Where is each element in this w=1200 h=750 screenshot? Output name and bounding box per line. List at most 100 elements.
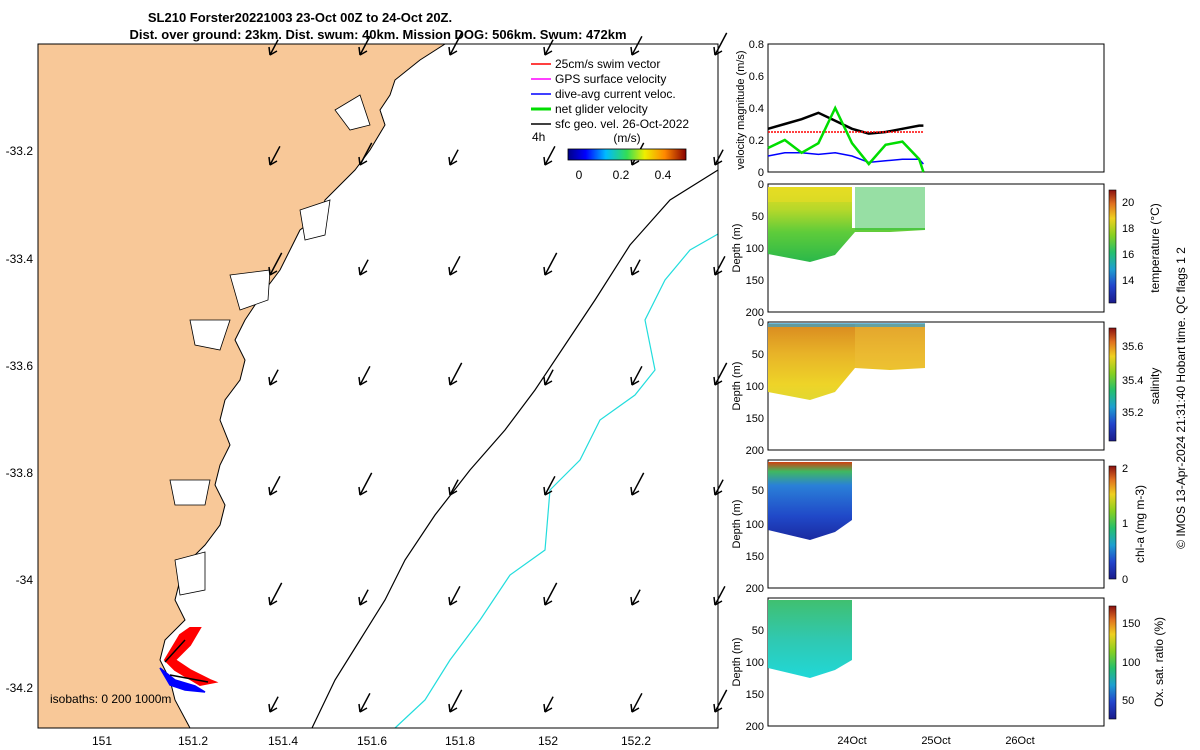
oxygen-label: Ox. sat. ratio (%) bbox=[1152, 617, 1166, 707]
temperature-cool-block bbox=[855, 187, 925, 230]
geo-vector-arrow bbox=[631, 589, 641, 606]
geo-vector-arrow bbox=[359, 142, 373, 166]
isobath-1000m bbox=[394, 233, 719, 729]
geo-vector-arrowhead bbox=[543, 596, 553, 606]
temp-cbar-3: 20 bbox=[1122, 197, 1134, 209]
chl-dtick-4: 200 bbox=[746, 583, 764, 595]
geo-vector-arrow bbox=[269, 696, 279, 713]
velocity-lines bbox=[767, 105, 925, 173]
chla-label: chl-a (mg m-3) bbox=[1133, 485, 1147, 563]
chl-cbar-2: 2 bbox=[1122, 463, 1128, 475]
chl-dtick-3: 150 bbox=[746, 551, 764, 563]
chla-panel: 50 100 150 200 Depth (m) 0 1 2 chl-a (mg… bbox=[731, 459, 1147, 595]
geo-vector-arrowhead bbox=[268, 266, 278, 276]
geo-vector-arrowhead bbox=[543, 156, 553, 166]
chl-dtick-1: 50 bbox=[752, 485, 764, 497]
ox-dtick-3: 150 bbox=[746, 689, 764, 701]
geo-vector-arrowhead bbox=[268, 46, 278, 56]
legend-item-net-velocity: net glider velocity bbox=[531, 102, 648, 116]
chla-section bbox=[768, 462, 852, 540]
sal-dtick-2: 100 bbox=[746, 381, 764, 393]
geo-vector-arrowhead bbox=[448, 486, 458, 496]
geo-vector-arrowhead bbox=[268, 486, 278, 496]
velocity-series-0 bbox=[767, 111, 924, 135]
geo-vector-arrow bbox=[631, 692, 643, 713]
geo-vector-arrow bbox=[714, 362, 728, 386]
geo-vector-arrowhead bbox=[268, 376, 278, 386]
ox-depth-label: Depth (m) bbox=[731, 638, 743, 687]
temp-cbar-2: 18 bbox=[1122, 223, 1134, 235]
footer-credit: © IMOS 13-Apr-2024 21:31:40 Hobart time.… bbox=[1174, 247, 1188, 549]
temp-cbar-1: 16 bbox=[1122, 249, 1134, 261]
geo-vector-arrowhead bbox=[543, 376, 553, 386]
velocity-ylabel: velocity magnitude (m/s) bbox=[735, 50, 747, 169]
geo-vector-arrowhead bbox=[358, 596, 368, 606]
sal-cbar-1: 35.4 bbox=[1122, 375, 1143, 387]
geo-vector-arrowhead bbox=[630, 46, 640, 56]
legend-item-swim-vector: 25cm/s swim vector bbox=[531, 57, 660, 71]
geo-vector-arrowhead bbox=[358, 46, 368, 56]
temp-depth-label: Depth (m) bbox=[731, 224, 743, 273]
salinity-panel: 0 50 100 150 200 Depth (m) 35.2 35.4 35.… bbox=[731, 317, 1162, 457]
estuary-5 bbox=[174, 551, 206, 596]
geo-vector-arrow bbox=[359, 365, 371, 386]
temperature-section bbox=[768, 187, 925, 262]
title-line-1: SL210 Forster20221003 23-Oct 00Z to 24-O… bbox=[148, 10, 452, 25]
geo-vector-arrow bbox=[714, 689, 728, 713]
estuary-4 bbox=[189, 319, 231, 351]
ox-dtick-1: 50 bbox=[752, 625, 764, 637]
chl-cbar-1: 1 bbox=[1122, 518, 1128, 530]
speed-tick-1: 0.2 bbox=[613, 168, 630, 182]
geo-vector-arrowhead bbox=[448, 596, 458, 606]
ox-cbar-0: 50 bbox=[1122, 695, 1134, 707]
geo-vector-arrowhead bbox=[268, 156, 278, 166]
legend-item-gps-velocity: GPS surface velocity bbox=[531, 72, 666, 86]
geo-vector-arrow bbox=[631, 365, 643, 386]
temperature-colorbar bbox=[1108, 189, 1117, 304]
ox-cbar-1: 100 bbox=[1122, 657, 1140, 669]
speed-tick-2: 0.4 bbox=[655, 168, 672, 182]
temp-dtick-4: 200 bbox=[746, 307, 764, 319]
geo-vector-arrow bbox=[269, 252, 283, 276]
salinity-surface-fresh bbox=[768, 323, 925, 327]
velocity-series-3 bbox=[767, 105, 925, 173]
geo-vector-arrowhead bbox=[448, 376, 458, 386]
time-tick-0: 24Oct bbox=[837, 735, 866, 747]
estuary-2 bbox=[299, 199, 331, 241]
geo-vector-arrow bbox=[269, 145, 281, 166]
oxygen-panel: 50 100 150 200 Depth (m) 50 100 150 Ox. … bbox=[731, 597, 1166, 747]
vel-ytick-3: 0.6 bbox=[749, 71, 764, 83]
geo-vector-arrow bbox=[631, 259, 641, 276]
geo-vector-arrow bbox=[269, 475, 281, 496]
geo-vector-arrow bbox=[359, 589, 369, 606]
chl-depth-label: Depth (m) bbox=[731, 500, 743, 549]
geo-vector-arrow bbox=[631, 35, 643, 56]
geo-vector-arrowhead bbox=[630, 486, 640, 496]
geo-vector-arrow bbox=[714, 255, 726, 276]
geo-vector-arrow bbox=[631, 472, 645, 496]
temp-dtick-0: 0 bbox=[758, 179, 764, 191]
isobaths-label: isobaths: 0 200 1000m bbox=[50, 692, 171, 706]
sal-cbar-0: 35.2 bbox=[1122, 407, 1143, 419]
legend-label-3: net glider velocity bbox=[555, 102, 648, 116]
sal-dtick-1: 50 bbox=[752, 349, 764, 361]
temp-dtick-3: 150 bbox=[746, 275, 764, 287]
map-y-ticks: -33.2 -33.4 -33.6 -33.8 -34 -34.2 bbox=[6, 144, 34, 695]
temperature-warm-layer bbox=[768, 187, 852, 202]
geo-vector-arrowhead bbox=[358, 703, 368, 713]
geo-vector-arrow bbox=[544, 582, 558, 606]
geo-vector-arrow bbox=[359, 35, 371, 56]
geo-vector-arrowhead bbox=[358, 486, 368, 496]
speed-scale-unit: (m/s) bbox=[613, 131, 640, 145]
vel-ytick-2: 0.4 bbox=[749, 103, 764, 115]
geo-vector-arrow bbox=[359, 472, 373, 496]
legend-label-0: 25cm/s swim vector bbox=[555, 57, 660, 71]
geo-vector-arrowhead bbox=[543, 703, 553, 713]
velocity-series-2 bbox=[767, 152, 924, 165]
sal-dtick-0: 0 bbox=[758, 317, 764, 329]
geo-vector-arrowhead bbox=[448, 46, 458, 56]
map-ytick-1: -33.4 bbox=[6, 252, 34, 266]
geo-vector-arrow bbox=[714, 479, 724, 496]
title-line-2: Dist. over ground: 23km. Dist. swum: 40k… bbox=[129, 27, 626, 42]
estuary-3 bbox=[229, 269, 271, 311]
